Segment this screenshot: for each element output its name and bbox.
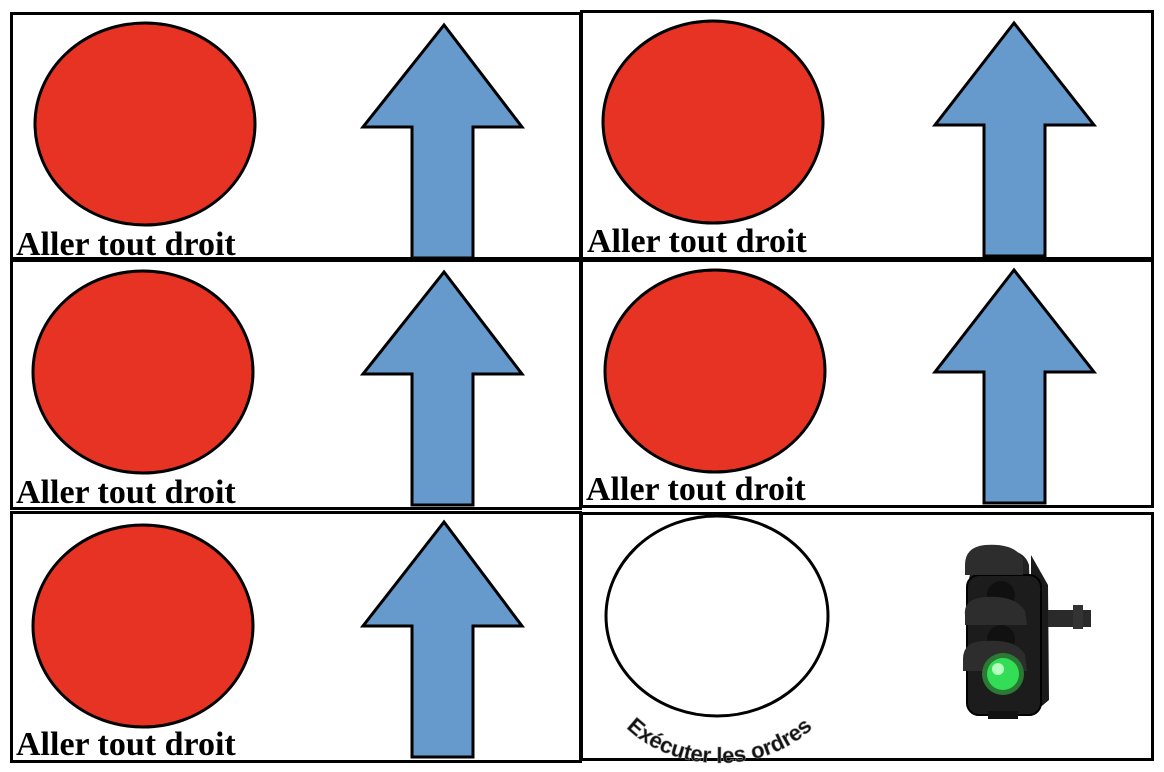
- up-arrow-icon: [359, 269, 526, 507]
- card-1-label: Aller tout droit: [16, 226, 236, 263]
- empty-circle-icon: [604, 515, 830, 718]
- up-arrow-icon: [359, 519, 525, 759]
- traffic-light-green-icon: [963, 544, 1091, 719]
- red-circle-icon: [31, 269, 255, 475]
- card-5-label: Aller tout droit: [16, 726, 236, 763]
- execute-orders-card: Exécuter les ordres: [580, 512, 1154, 764]
- red-circle-icon: [603, 268, 827, 474]
- order-card-1: Aller tout droit: [10, 12, 582, 263]
- card-2-graphics: [601, 19, 1098, 258]
- up-arrow-icon: [931, 267, 1098, 505]
- card-4-graphics: [603, 267, 1098, 505]
- card-1-graphics: [33, 21, 526, 260]
- card-5-graphics: [31, 519, 525, 759]
- order-card-2: Aller tout droit: [580, 10, 1154, 260]
- card-2-label: Aller tout droit: [587, 223, 807, 260]
- card-3-graphics: [31, 269, 526, 507]
- execute-card-graphics: Exécuter les ordres: [604, 515, 1091, 764]
- up-arrow-icon: [931, 20, 1098, 258]
- red-circle-icon: [31, 523, 255, 729]
- up-arrow-icon: [359, 22, 526, 260]
- order-card-5: Aller tout droit: [10, 511, 582, 763]
- red-circle-icon: [601, 19, 825, 225]
- order-card-3: Aller tout droit: [10, 259, 582, 510]
- order-card-4: Aller tout droit: [580, 259, 1154, 508]
- card-3-label: Aller tout droit: [16, 474, 236, 511]
- red-circle-icon: [33, 21, 257, 227]
- curved-text: Exécuter les ordres: [623, 713, 817, 764]
- card-4-label: Aller tout droit: [586, 471, 806, 508]
